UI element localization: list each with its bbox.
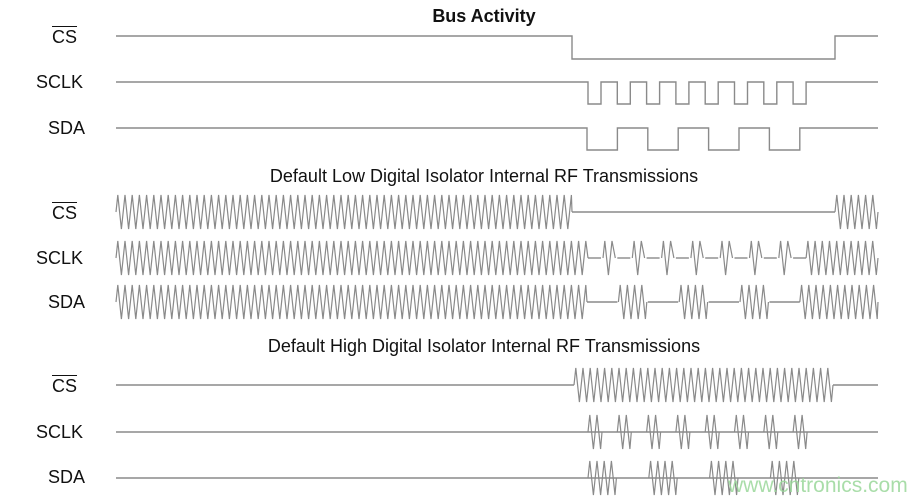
sda-rf-burst — [769, 460, 800, 496]
label-sclk: SCLK — [36, 248, 84, 268]
sclk-rf-burst — [115, 240, 589, 276]
sclk-rf-burst — [616, 414, 632, 450]
sda-rf-burst — [587, 460, 617, 496]
sclk-rf-burst — [805, 240, 879, 276]
sda-rf-burst — [617, 284, 648, 320]
sclk-rf-burst — [602, 240, 616, 276]
sda-rf-burst — [115, 284, 588, 320]
sclk-rf-burst — [748, 240, 763, 276]
label-sclk: SCLK — [36, 422, 84, 442]
label-cs: CS — [52, 376, 78, 396]
label-sclk: SCLK — [36, 72, 84, 92]
label-cs: CS — [52, 203, 78, 223]
sclk-rf-burst — [631, 240, 646, 276]
sda-rf-burst — [648, 460, 678, 496]
cs-rf-burst — [573, 367, 834, 403]
sclk-rf-burst — [719, 240, 734, 276]
sclk-rf-burst — [587, 414, 603, 450]
watermark: www.cntronics.com — [728, 474, 908, 497]
sclk-rf-burst — [792, 414, 808, 450]
sclk-waveform — [116, 81, 878, 105]
title-default-low: Default Low Digital Isolator Internal RF… — [269, 166, 699, 186]
sclk-rf-burst — [675, 414, 691, 450]
title-default-high: Default High Digital Isolator Internal R… — [267, 336, 701, 356]
sclk-rf-burst — [778, 240, 792, 276]
cs-rf-burst — [834, 194, 879, 230]
sda-rf-burst — [799, 284, 879, 320]
sclk-rf-burst — [646, 414, 662, 450]
label-sda: SDA — [48, 292, 86, 312]
sda-rf-burst — [709, 460, 739, 496]
title-bus-activity: Bus Activity — [432, 6, 536, 26]
cs-rf-burst — [115, 194, 573, 230]
sclk-rf-burst — [733, 414, 750, 450]
sclk-rf-burst — [763, 414, 779, 450]
sclk-rf-burst — [704, 414, 720, 450]
label-cs: CS — [52, 27, 78, 47]
sclk-rf-burst — [661, 240, 675, 276]
sda-rf-burst — [739, 284, 769, 320]
sda-waveform — [116, 127, 878, 151]
sda-rf-burst — [678, 284, 709, 320]
sclk-rf-burst — [690, 240, 704, 276]
label-sda: SDA — [48, 467, 86, 487]
cs-waveform — [116, 35, 878, 60]
label-sda: SDA — [48, 118, 86, 138]
